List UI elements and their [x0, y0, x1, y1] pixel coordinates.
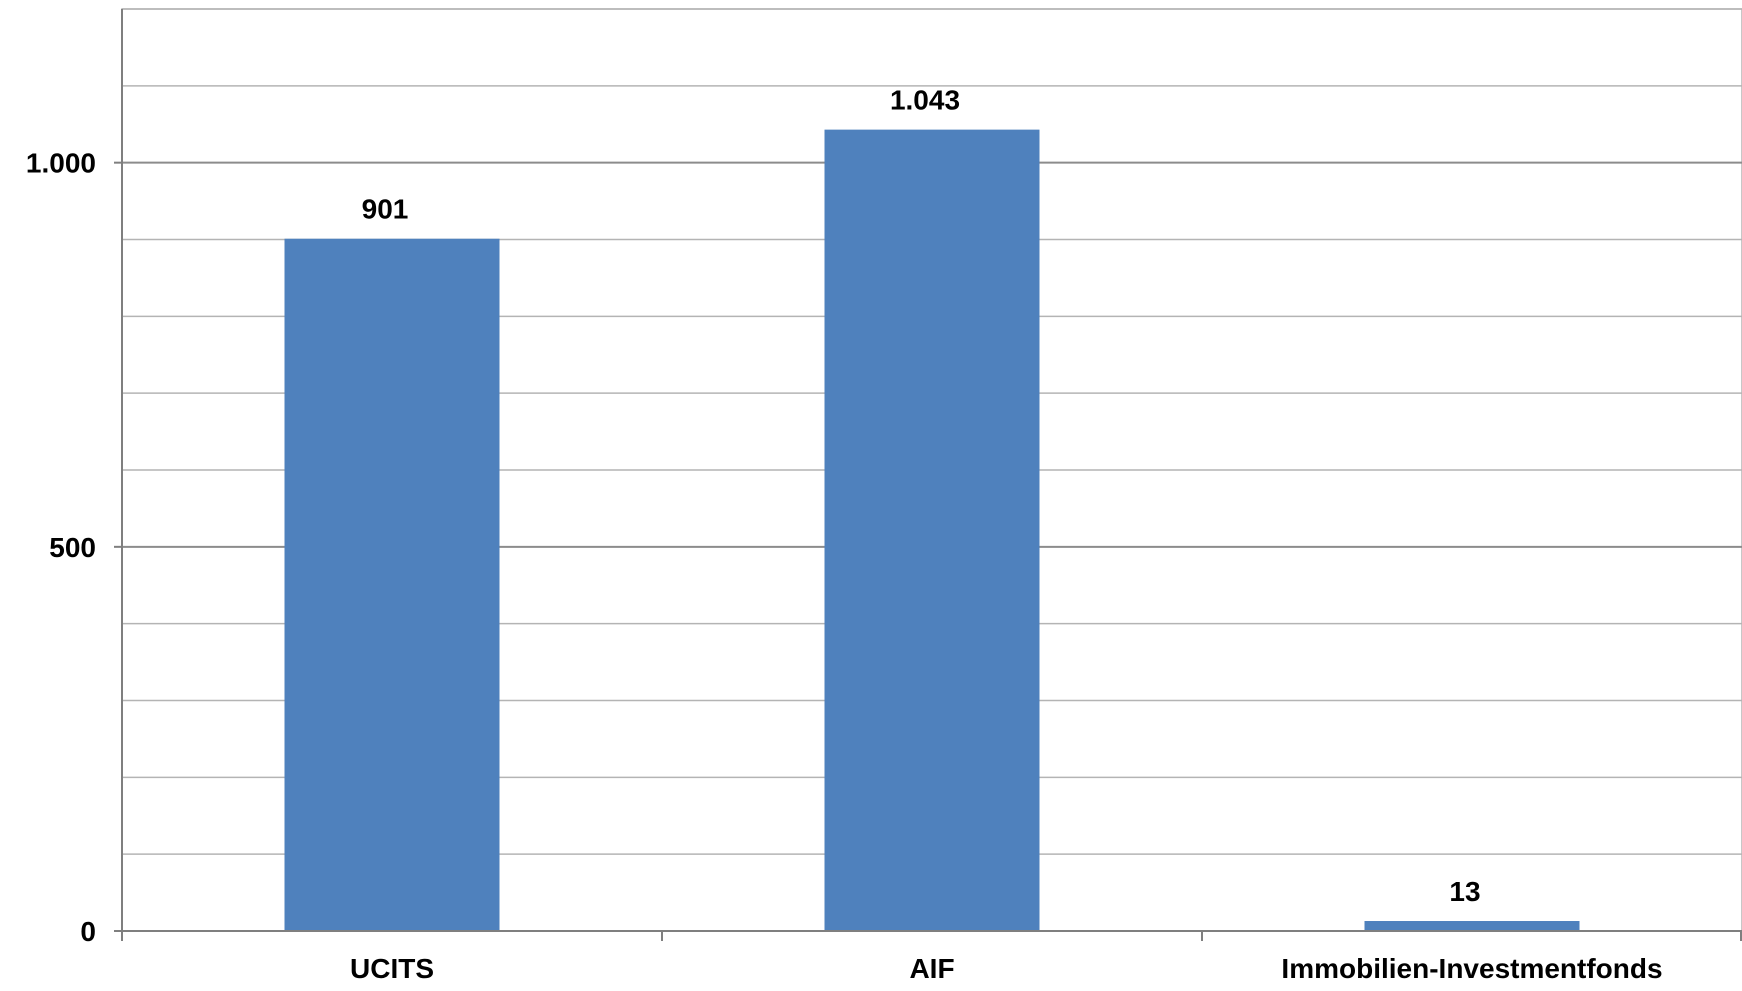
- x-tick-label: UCITS: [350, 953, 434, 984]
- y-tick-label: 0: [80, 916, 96, 947]
- x-tick-label: Immobilien-Investmentfonds: [1281, 953, 1662, 984]
- y-tick-label: 1.000: [26, 148, 96, 179]
- bars: [284, 129, 1580, 932]
- bar-immobilien-investmentfonds: [1364, 921, 1580, 931]
- data-label: 1.043: [890, 85, 960, 116]
- x-tick-label: AIF: [909, 953, 954, 984]
- data-label: 13: [1449, 876, 1480, 907]
- data-label: 901: [362, 194, 409, 225]
- axes: [114, 9, 1742, 941]
- bar-aif: [824, 129, 1040, 932]
- bar-ucits: [284, 238, 500, 931]
- labels: 0 500 1.000 901 UCITS 1.043 AIF 13 Immobilien-In…: [26, 85, 1663, 984]
- y-tick-label: 500: [49, 532, 96, 563]
